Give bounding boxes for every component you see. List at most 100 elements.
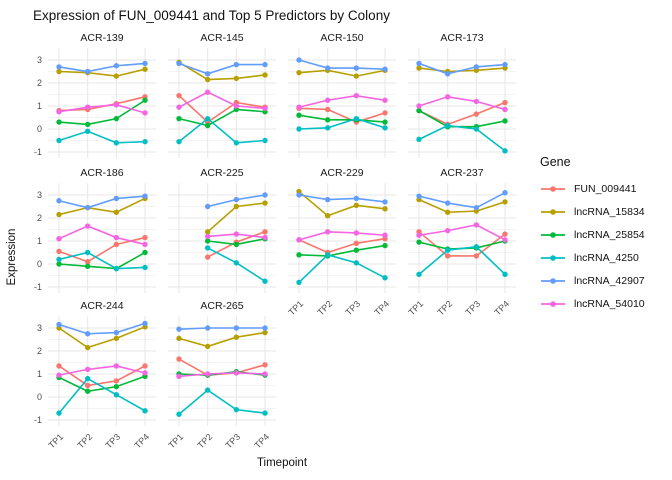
data-point-lncRNA_42907 <box>204 325 211 331</box>
data-point-lncRNA_25854 <box>382 242 388 249</box>
data-point-lncRNA_54010 <box>502 106 508 113</box>
series-line-lncRNA_42907 <box>418 62 506 75</box>
x-tick-label: TP3 <box>103 431 123 451</box>
series-line-lncRNA_54010 <box>58 365 146 376</box>
series-line-lncRNA_54010 <box>58 104 146 114</box>
data-point-FUN_009441 <box>353 240 360 246</box>
facet-title: ACR-229 <box>320 167 364 179</box>
data-point-lncRNA_4250 <box>204 387 211 393</box>
legend-items: FUN_009441 lncRNA_15834 lncRNA_25854 lncRNA… <box>540 177 645 315</box>
legend-key-dot <box>550 231 556 238</box>
data-point-lncRNA_4250 <box>444 247 451 253</box>
data-point-FUN_009441 <box>444 253 451 259</box>
data-point-lncRNA_25854 <box>84 388 91 394</box>
data-point-lncRNA_4250 <box>444 122 451 129</box>
series-line-FUN_009441 <box>418 101 506 126</box>
data-point-lncRNA_54010 <box>473 222 480 228</box>
series-line-lncRNA_4250 <box>298 117 386 130</box>
series-line-lncRNA_42907 <box>298 194 386 203</box>
series-line-lncRNA_42907 <box>298 59 386 70</box>
data-point-lncRNA_54010 <box>473 98 480 105</box>
facet-panel <box>288 48 396 158</box>
series-line-lncRNA_54010 <box>418 224 506 241</box>
data-point-lncRNA_42907 <box>416 60 422 67</box>
series-line-lncRNA_25854 <box>58 375 146 393</box>
data-point-lncRNA_42907 <box>324 196 331 203</box>
legend-label: lncRNA_15834 <box>574 205 645 218</box>
y-axis-title: Expression <box>6 228 18 286</box>
data-point-FUN_009441 <box>113 378 120 384</box>
data-point-lncRNA_15834 <box>324 213 331 219</box>
data-point-lncRNA_15834 <box>233 203 240 210</box>
data-point-lncRNA_25854 <box>296 252 302 258</box>
facet-title: ACR-237 <box>440 167 484 179</box>
data-point-FUN_009441 <box>382 110 388 116</box>
data-point-lncRNA_4250 <box>113 265 120 272</box>
data-point-lncRNA_42907 <box>233 325 240 331</box>
data-point-lncRNA_25854 <box>176 115 182 122</box>
series-line-lncRNA_54010 <box>418 95 506 111</box>
data-point-FUN_009441 <box>176 356 182 362</box>
data-point-lncRNA_4250 <box>324 125 331 131</box>
data-point-lncRNA_54010 <box>262 234 268 241</box>
facet-acr-229: ACR-229 <box>288 167 396 293</box>
legend-title: Gene <box>540 155 571 169</box>
data-point-lncRNA_25854 <box>84 121 91 128</box>
x-tick-label: TP2 <box>75 431 94 451</box>
data-point-lncRNA_42907 <box>84 204 91 211</box>
data-point-lncRNA_4250 <box>204 115 211 122</box>
legend-label: lncRNA_4250 <box>574 251 639 264</box>
data-point-lncRNA_4250 <box>113 140 120 146</box>
legend-key-dot <box>550 277 556 284</box>
data-point-lncRNA_25854 <box>233 241 240 248</box>
series-line-FUN_009441 <box>58 365 146 387</box>
y-tick-label: -1 <box>33 147 42 157</box>
series-line-lncRNA_15834 <box>178 331 266 348</box>
facet-acr-145: ACR-145 <box>168 32 276 158</box>
legend-label: lncRNA_54010 <box>574 297 645 310</box>
facet-title: ACR-225 <box>200 167 244 179</box>
x-tick-label: TP4 <box>372 298 392 318</box>
data-point-lncRNA_4250 <box>353 260 360 266</box>
data-point-lncRNA_4250 <box>502 271 508 278</box>
data-point-lncRNA_25854 <box>113 383 120 390</box>
data-point-lncRNA_54010 <box>142 110 148 116</box>
data-point-lncRNA_4250 <box>502 148 508 154</box>
data-point-lncRNA_25854 <box>296 112 302 118</box>
data-point-lncRNA_15834 <box>113 335 120 342</box>
y-tick-label: -1 <box>33 415 42 425</box>
data-point-lncRNA_42907 <box>142 60 148 67</box>
legend-key-icon <box>541 254 565 261</box>
data-point-FUN_009441 <box>142 234 148 241</box>
data-point-lncRNA_4250 <box>416 136 422 143</box>
legend-item-lncRNA_15834: lncRNA_15834 <box>540 200 645 223</box>
data-point-lncRNA_42907 <box>382 66 388 72</box>
data-point-lncRNA_4250 <box>416 271 422 278</box>
data-point-FUN_009441 <box>84 259 91 265</box>
data-point-lncRNA_42907 <box>444 200 451 206</box>
data-point-lncRNA_54010 <box>56 109 62 115</box>
data-point-lncRNA_54010 <box>382 97 388 103</box>
data-point-lncRNA_25854 <box>56 119 62 125</box>
data-point-lncRNA_54010 <box>84 104 91 110</box>
data-point-lncRNA_54010 <box>142 370 148 376</box>
data-point-lncRNA_42907 <box>176 326 182 332</box>
legend-item-lncRNA_54010: lncRNA_54010 <box>540 292 645 315</box>
legend-label: lncRNA_25854 <box>574 228 645 241</box>
series-line-lncRNA_42907 <box>58 62 146 73</box>
y-tick-label: 0 <box>36 259 42 269</box>
series-line-lncRNA_54010 <box>298 230 386 241</box>
legend-item-lncRNA_25854: lncRNA_25854 <box>540 223 645 246</box>
data-point-lncRNA_42907 <box>353 65 360 71</box>
data-point-lncRNA_4250 <box>233 140 240 146</box>
facet-title: ACR-173 <box>440 32 484 44</box>
data-point-lncRNA_42907 <box>296 57 302 63</box>
legend-item-lncRNA_4250: lncRNA_4250 <box>540 246 645 269</box>
data-point-FUN_009441 <box>204 254 211 260</box>
data-point-lncRNA_15834 <box>142 66 148 72</box>
data-point-lncRNA_54010 <box>84 223 91 229</box>
facet-title: ACR-139 <box>80 32 124 44</box>
series-line-lncRNA_4250 <box>178 117 266 144</box>
y-tick-label: 1 <box>36 236 42 246</box>
legend-key-dot <box>550 185 556 192</box>
